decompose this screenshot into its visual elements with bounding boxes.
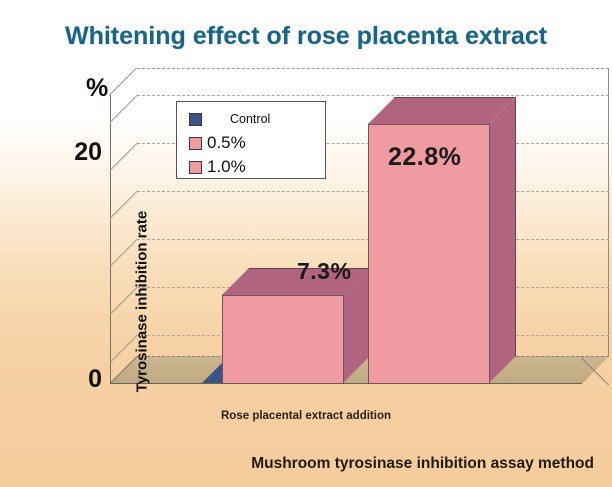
y-axis-unit: % xyxy=(86,74,109,102)
gridline-top xyxy=(137,95,609,96)
bar-10-side-face xyxy=(489,97,516,383)
legend-item-control[interactable]: Control xyxy=(189,109,270,129)
y-tick-label-20: 20 xyxy=(74,138,102,166)
legend-swatch-05 xyxy=(189,136,202,150)
bar-10-front-face xyxy=(368,124,490,384)
y-tick-label-0: 0 xyxy=(88,365,102,393)
bar-05[interactable] xyxy=(222,268,370,384)
bar-05-value-label: 7.3% xyxy=(297,258,352,284)
y-axis-line xyxy=(110,95,111,383)
page-title: Whitening effect of rose placenta extrac… xyxy=(64,22,548,50)
x-axis-baseline xyxy=(110,383,582,384)
legend-label-10: 1.0% xyxy=(207,157,246,176)
chart-floor-right-edge xyxy=(581,356,610,385)
legend-label-05: 0.5% xyxy=(207,133,246,152)
legend-item-05[interactable]: 0.5% xyxy=(189,133,246,153)
chart-plot-area: 7.3% 22.8% Tyrosinase inhibition rate xyxy=(109,68,610,392)
chart-top-left-corner xyxy=(110,68,138,96)
legend-swatch-control xyxy=(189,112,202,126)
bar-05-top-face xyxy=(222,268,370,295)
chart-back-wall xyxy=(137,68,609,356)
y-tick-connector xyxy=(109,94,138,123)
chart-legend[interactable]: Control 0.5% 1.0% xyxy=(176,101,326,179)
bar-10[interactable] xyxy=(368,97,516,384)
bar-10-value-label: 22.8% xyxy=(388,143,462,171)
x-axis-title: Rose placental extract addition xyxy=(221,410,391,422)
legend-swatch-10 xyxy=(189,160,202,174)
y-tick-connector xyxy=(109,142,138,171)
y-axis-title: Tyrosinase inhibition rate xyxy=(133,210,151,393)
legend-item-10[interactable]: 1.0% xyxy=(189,157,246,177)
bar-05-front-face xyxy=(222,295,344,384)
bar-10-top-face xyxy=(368,97,516,124)
chart-caption: Mushroom tyrosinase inhibition assay met… xyxy=(251,455,594,472)
legend-label-control: Control xyxy=(230,112,271,126)
